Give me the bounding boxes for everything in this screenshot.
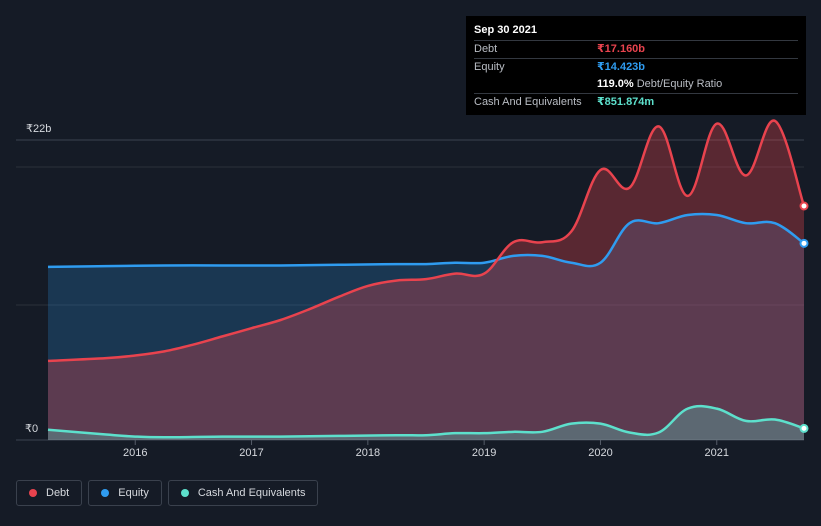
legend-item-cash[interactable]: Cash And Equivalents (167, 480, 319, 506)
legend-label: Cash And Equivalents (197, 487, 306, 499)
tooltip-value: ₹14.423b (597, 61, 646, 73)
tooltip-label (474, 76, 597, 93)
legend-label: Equity (118, 487, 149, 499)
chart-end-markers (799, 201, 809, 433)
legend-dot-icon (29, 489, 37, 497)
legend-dot-icon (101, 489, 110, 497)
tooltip-label: Cash And Equivalents (474, 96, 582, 108)
area-equity (48, 213, 804, 440)
legend-item-equity[interactable]: Equity (88, 480, 162, 506)
tooltip-label: Debt (474, 43, 498, 55)
legend-item-debt[interactable]: Debt (16, 480, 83, 506)
tooltip-ratio-label: Debt/Equity Ratio (636, 78, 723, 90)
tooltip-label: Equity (474, 61, 505, 73)
chart-axes: ₹22b ₹0 2016 2017 2018 2019 2020 2021 (25, 123, 729, 459)
y-axis-top-label: ₹22b (26, 123, 51, 135)
chart-legend: Debt Equity Cash And Equivalents (16, 480, 319, 506)
legend-dot-icon (180, 489, 189, 497)
line-debt (47, 119, 806, 363)
tooltip-row-equity: Equity ₹14.423b (474, 58, 798, 76)
y-axis-bottom-label: ₹0 (25, 423, 38, 435)
tooltip-row-ratio: 119.0% Debt/Equity Ratio (474, 76, 798, 93)
x-tick-label: 2017 (239, 447, 263, 459)
end-point-cash-and-equivalents (799, 423, 809, 433)
tooltip-date: Sep 30 2021 (474, 24, 537, 36)
line-equity (47, 212, 805, 269)
x-tick-label: 2016 (123, 447, 147, 459)
area-cash-and-equivalents (48, 406, 804, 440)
tooltip-row-debt: Debt ₹17.160b (474, 40, 798, 58)
x-tick-label: 2020 (588, 447, 612, 459)
x-tick-label: 2018 (356, 447, 380, 459)
tooltip-value: ₹17.160b (597, 43, 646, 55)
tooltip-row-cash: Cash And Equivalents ₹851.874m (474, 93, 798, 111)
end-point-debt (799, 201, 809, 211)
x-tick-label: 2019 (472, 447, 496, 459)
x-tick-label: 2021 (705, 447, 729, 459)
tooltip-value: ₹851.874m (597, 96, 655, 108)
end-point-equity (799, 238, 809, 248)
legend-label: Debt (46, 487, 70, 499)
data-tooltip: Sep 30 2021 Debt ₹17.160b Equity ₹14.423… (466, 16, 806, 115)
tooltip-value: 119.0% (597, 78, 634, 90)
chart-lines (47, 119, 806, 439)
chart-grid (16, 139, 804, 441)
line-cash-and-equivalents (47, 404, 805, 439)
